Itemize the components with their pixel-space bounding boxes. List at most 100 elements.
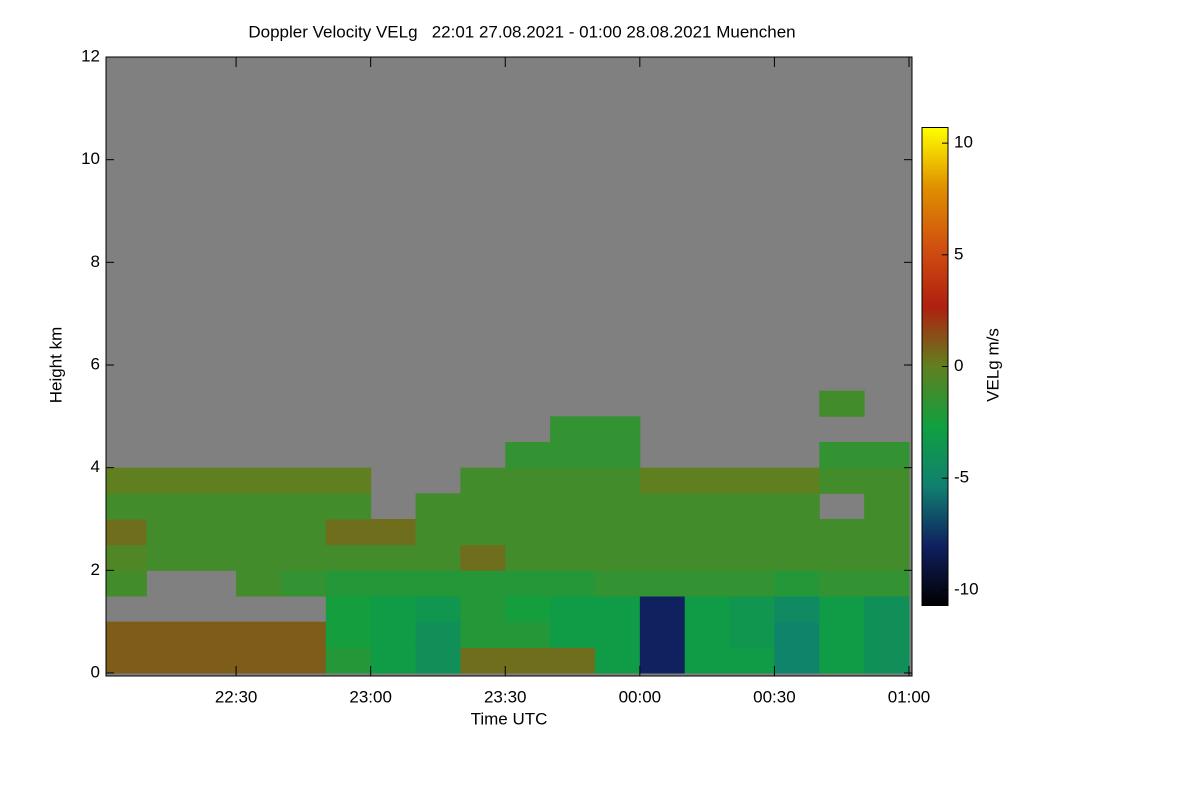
heatmap-cell	[415, 647, 461, 674]
heatmap-cell	[325, 544, 372, 571]
heatmap-cell	[594, 467, 641, 494]
heatmap-cell	[684, 621, 731, 648]
heatmap-cell	[639, 570, 686, 597]
heatmap-cell	[280, 519, 327, 546]
heatmap-cell	[325, 493, 372, 520]
heatmap-cell	[460, 647, 506, 674]
heatmap-cell	[280, 467, 327, 494]
heatmap-cell	[460, 544, 506, 571]
heatmap-cell	[550, 442, 596, 469]
heatmap-cell	[505, 544, 551, 571]
heatmap-cell	[146, 621, 192, 648]
x-tick-label: 01:00	[888, 687, 931, 706]
heatmap-cell	[639, 467, 686, 494]
heatmap-cell	[191, 544, 237, 571]
heatmap-cell	[370, 647, 417, 674]
heatmap-cell	[594, 493, 641, 520]
heatmap-cell	[191, 493, 237, 520]
heatmap-cell	[550, 621, 596, 648]
y-tick-label: 2	[91, 560, 100, 579]
heatmap-cell	[864, 647, 910, 674]
heatmap-cell	[191, 647, 237, 674]
heatmap-cell	[864, 493, 910, 520]
heatmap-cell	[819, 519, 865, 546]
heatmap-cell	[684, 544, 731, 571]
y-tick-label: 10	[81, 149, 100, 168]
heatmap-cell	[370, 519, 417, 546]
heatmap-cell	[505, 570, 551, 597]
heatmap-cell	[594, 442, 641, 469]
x-tick-label: 22:30	[215, 687, 258, 706]
colorbar-tick-label: 10	[954, 133, 973, 152]
heatmap-cell	[550, 647, 596, 674]
heatmap-cell	[550, 493, 596, 520]
heatmap-cell	[729, 519, 775, 546]
heatmap-cell	[325, 570, 372, 597]
heatmap-cell	[460, 519, 506, 546]
heatmap-cell	[550, 467, 596, 494]
heatmap-cell	[505, 467, 551, 494]
heatmap-cell	[505, 647, 551, 674]
heatmap-cell	[146, 647, 192, 674]
heatmap-cell	[594, 544, 641, 571]
y-tick-label: 8	[91, 252, 100, 271]
heatmap-cell	[774, 621, 820, 648]
heatmap-cell	[505, 442, 551, 469]
heatmap-cell	[280, 570, 327, 597]
heatmap-cell	[684, 493, 731, 520]
heatmap-cell	[819, 570, 865, 597]
heatmap-cell	[639, 544, 686, 571]
heatmap-cell	[460, 621, 506, 648]
heatmap-cell	[684, 596, 731, 623]
heatmap-cell	[460, 467, 506, 494]
heatmap-cell	[594, 519, 641, 546]
heatmap-cell	[236, 621, 282, 648]
heatmap-cell	[594, 416, 641, 443]
heatmap-cell	[146, 493, 192, 520]
heatmap-cell	[370, 596, 417, 623]
heatmap-cell	[819, 544, 865, 571]
heatmap-cell	[774, 544, 820, 571]
y-tick-label: 6	[91, 354, 100, 373]
heatmap-cell	[774, 596, 820, 623]
heatmap-cell	[864, 596, 910, 623]
heatmap-cell	[106, 544, 147, 571]
heatmap-cell	[819, 621, 865, 648]
heatmap-cell	[729, 493, 775, 520]
heatmap-cell	[594, 596, 641, 623]
heatmap-cell	[819, 390, 865, 417]
heatmap-cell	[864, 544, 910, 571]
heatmap-cell	[684, 519, 731, 546]
heatmap-cell	[864, 442, 910, 469]
heatmap-cell	[460, 570, 506, 597]
heatmap-cell	[325, 647, 372, 674]
heatmap-cell	[280, 647, 327, 674]
x-axis-label: Time UTC	[471, 709, 548, 728]
x-tick-label: 00:00	[619, 687, 662, 706]
heatmap-cell	[106, 621, 147, 648]
heatmap-cell	[280, 493, 327, 520]
heatmap-cell	[774, 647, 820, 674]
heatmap-cell	[106, 467, 147, 494]
heatmap-cell	[729, 596, 775, 623]
heatmap-cell	[415, 493, 461, 520]
chart-title: Doppler Velocity VELg 22:01 27.08.2021 -…	[248, 22, 795, 41]
heatmap-cell	[236, 467, 282, 494]
heatmap-cell	[191, 621, 237, 648]
heatmap-cell	[639, 647, 686, 674]
plot-frame	[105, 56, 913, 677]
colorbar-tick-label: -5	[954, 468, 969, 487]
x-tick-label: 23:00	[349, 687, 392, 706]
heatmap-cell	[684, 647, 731, 674]
heatmap-cell	[505, 621, 551, 648]
heatmap-cell	[864, 467, 910, 494]
heatmap-cell	[280, 544, 327, 571]
heatmap-cell	[774, 570, 820, 597]
y-tick-label: 4	[91, 457, 100, 476]
heatmap-cell	[729, 647, 775, 674]
heatmap-cell	[550, 416, 596, 443]
heatmap-cell	[236, 519, 282, 546]
heatmap-cell	[774, 493, 820, 520]
heatmap-cell	[146, 467, 192, 494]
